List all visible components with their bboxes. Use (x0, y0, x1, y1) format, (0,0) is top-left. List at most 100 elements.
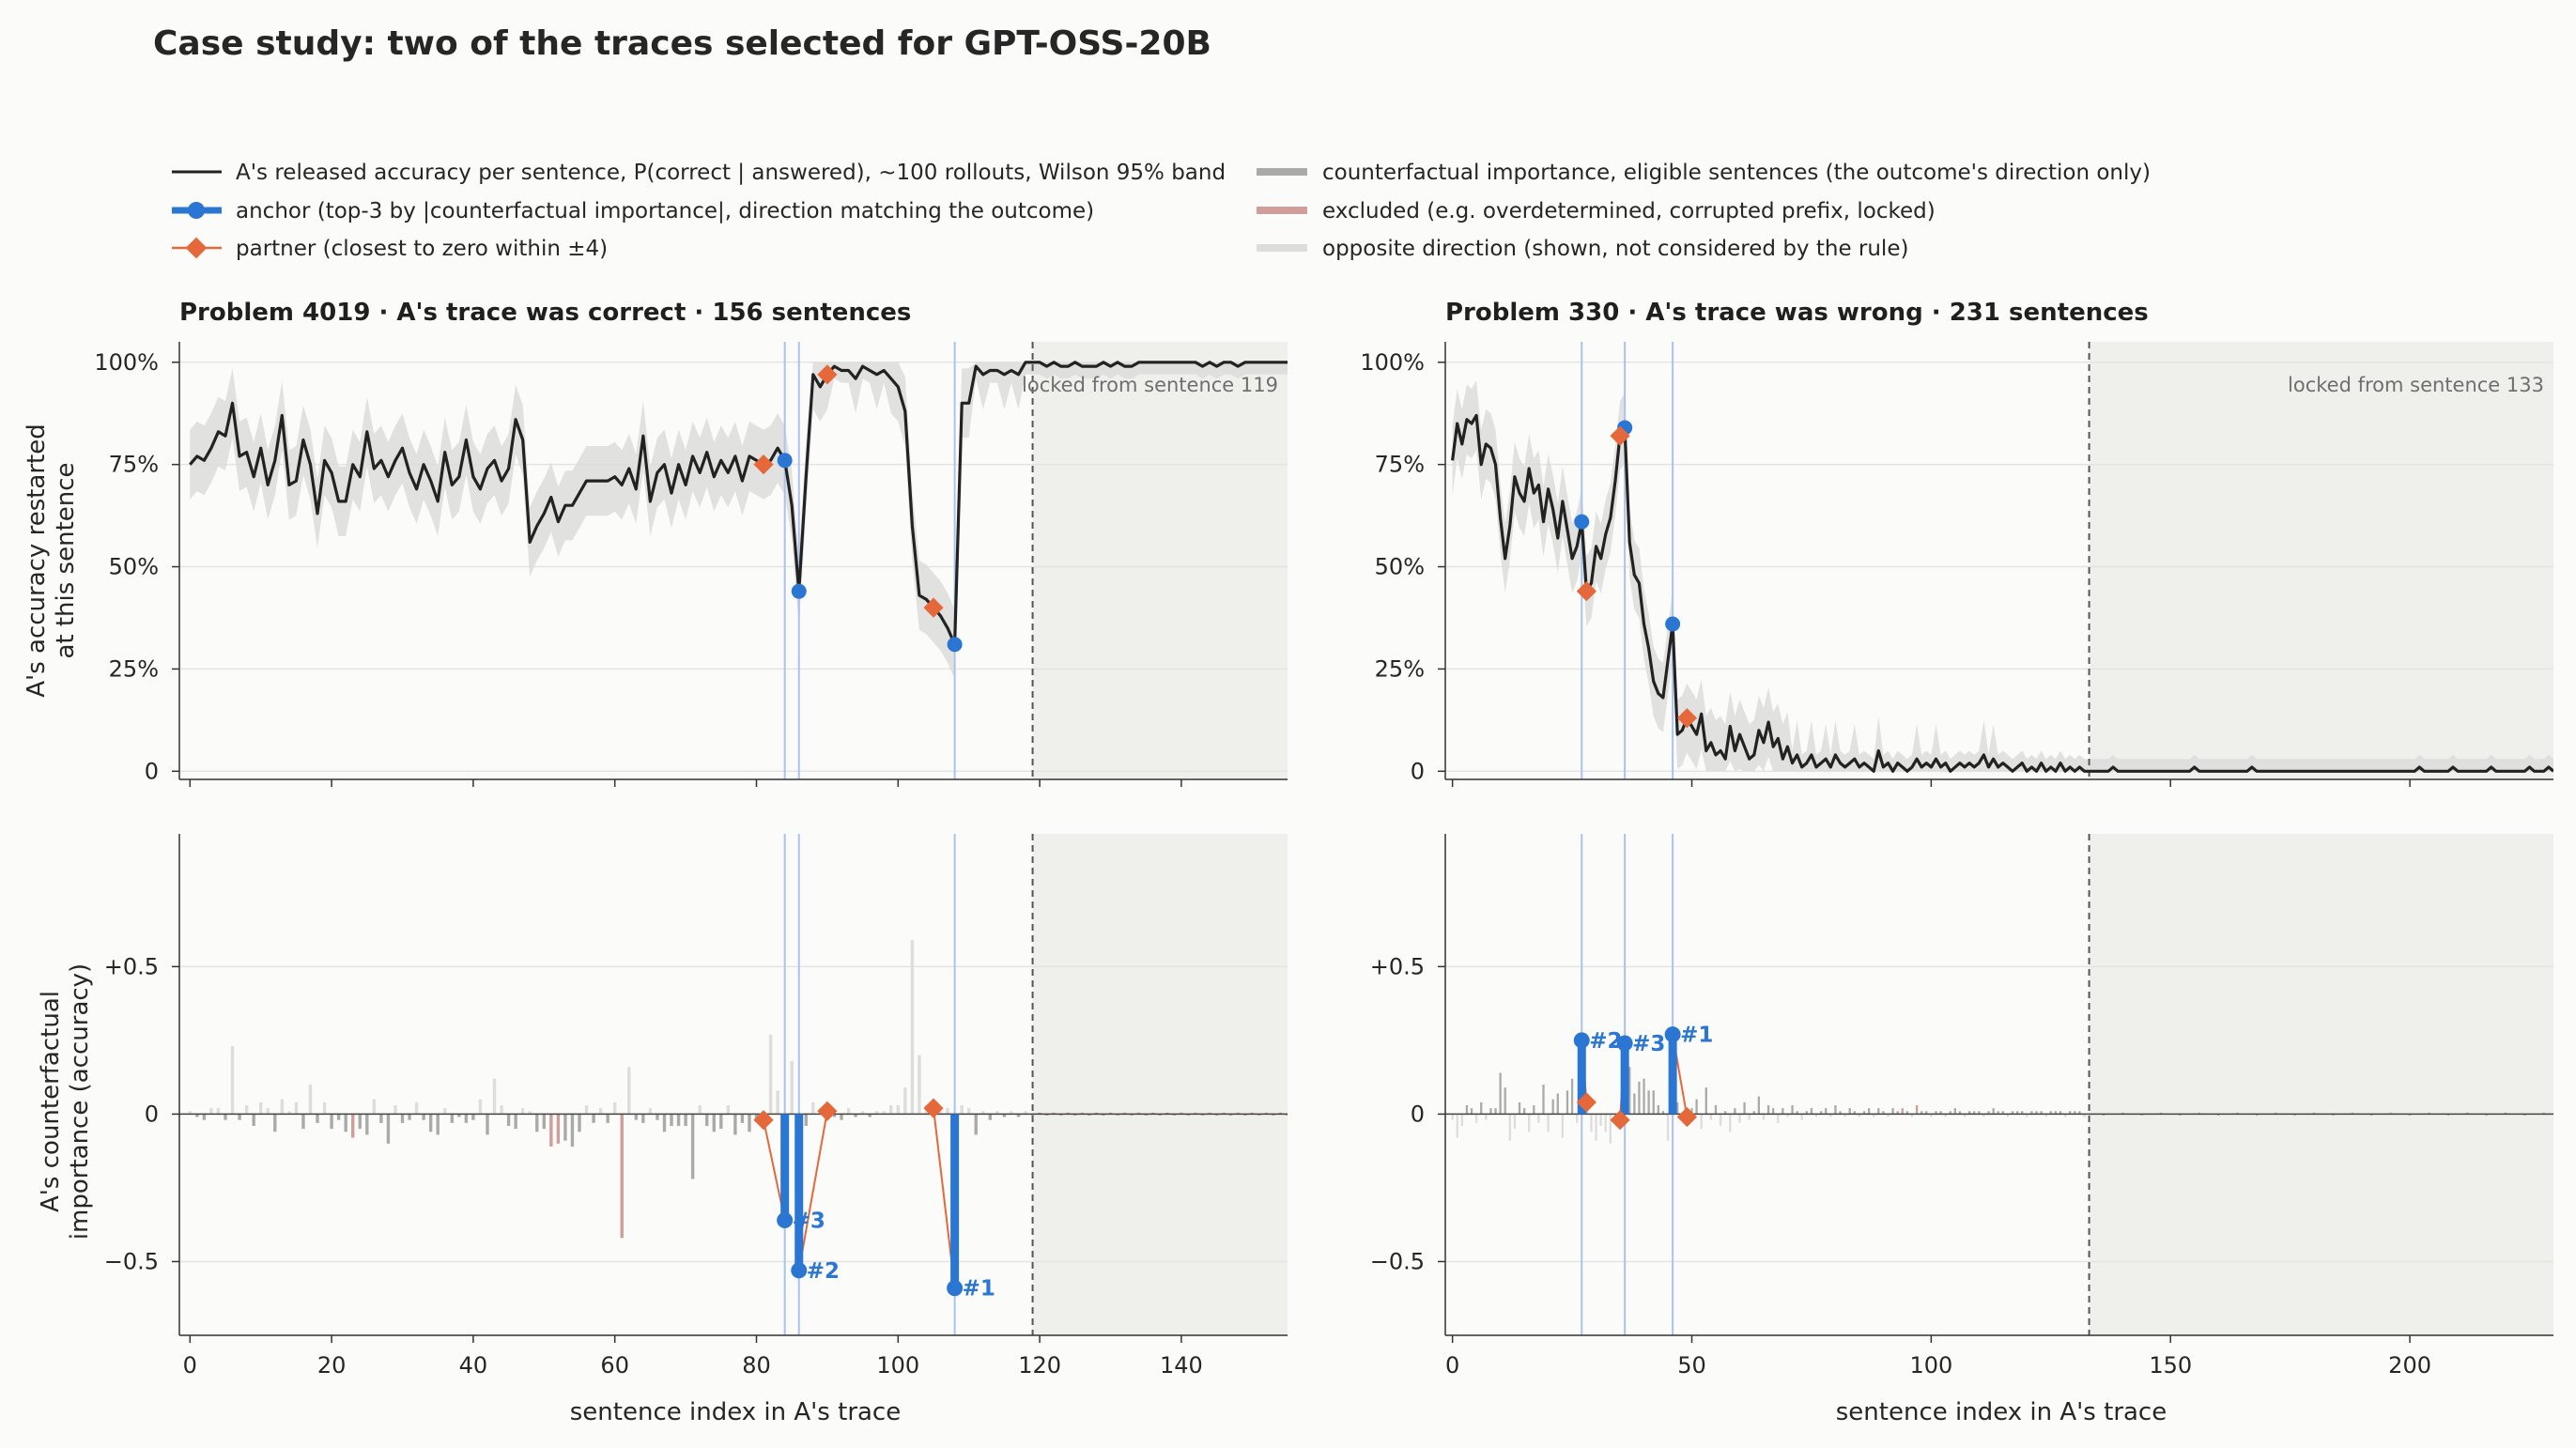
importance-bar-excluded (556, 1114, 561, 1144)
importance-bar-opposite (1010, 1111, 1013, 1115)
importance-bar-opposite (2026, 1114, 2028, 1117)
importance-bar-opposite (627, 1067, 631, 1115)
bottom-ylabel-line1: A's counterfactual (37, 991, 65, 1212)
importance-bar-opposite (1666, 1114, 1670, 1141)
importance-bar-opposite (1609, 1114, 1612, 1144)
importance-bar-eligible (1992, 1108, 1995, 1115)
x-tick-label: 100 (1909, 1352, 1952, 1379)
importance-bar-opposite (1595, 1114, 1597, 1141)
importance-bar-eligible (1494, 1108, 1497, 1115)
importance-bar-excluded (1214, 1114, 1219, 1116)
importance-bar-eligible (2049, 1111, 2052, 1115)
partner-connector (797, 1111, 828, 1271)
importance-bar-eligible (1772, 1108, 1775, 1115)
importance-bar-eligible (740, 1114, 745, 1123)
importance-bar-eligible (974, 1114, 978, 1135)
importance-bar-eligible (486, 1114, 489, 1135)
importance-bar-opposite (967, 1108, 971, 1115)
anchor-point (791, 1262, 808, 1279)
importance-bar-excluded (1200, 1114, 1205, 1116)
importance-bar-eligible (719, 1114, 723, 1130)
importance-bar-opposite (2044, 1114, 2047, 1117)
importance-bar-excluded (1172, 1114, 1177, 1116)
importance-bar-eligible (1867, 1108, 1871, 1115)
importance-bar-excluded (1122, 1112, 1127, 1115)
partner-point (817, 1101, 838, 1121)
y-tick-label: 75% (109, 452, 159, 478)
importance-bar-eligible (1724, 1111, 1727, 1115)
importance-bar-eligible (1905, 1111, 1909, 1115)
importance-bar-opposite (1762, 1114, 1766, 1120)
importance-bar-eligible (2001, 1111, 2004, 1115)
importance-bar-eligible (832, 1114, 837, 1117)
locked-region (1032, 342, 1288, 779)
anchor-point (1573, 1032, 1590, 1049)
importance-bar-eligible (224, 1114, 227, 1120)
y-tick-label: 50% (109, 554, 159, 580)
locked-region (2089, 342, 2553, 779)
importance-bar-excluded (1136, 1112, 1141, 1115)
y-tick-label: +0.5 (1370, 953, 1425, 979)
importance-bar-excluded (2159, 1112, 2163, 1115)
importance-bar-excluded (1038, 1112, 1041, 1115)
importance-bar-eligible (670, 1114, 673, 1126)
importance-bar-opposite (946, 1108, 949, 1115)
importance-bar-opposite (768, 1034, 773, 1115)
importance-bar-excluded (1108, 1112, 1113, 1115)
importance-bar-excluded (2370, 1114, 2373, 1116)
importance-bar-excluded (2542, 1112, 2545, 1115)
importance-bar-excluded (1236, 1112, 1240, 1115)
y-tick-label: 25% (1375, 655, 1425, 682)
importance-bar-eligible (1862, 1111, 1866, 1115)
importance-bar-opposite (1930, 1114, 1933, 1117)
importance-bar-excluded (1208, 1112, 1211, 1115)
importance-bar-excluded (1094, 1112, 1099, 1115)
importance-bar-opposite (790, 1060, 794, 1115)
partner-point (1576, 581, 1597, 602)
importance-bar-eligible (330, 1114, 333, 1130)
importance-bar-eligible (705, 1114, 709, 1126)
importance-bar-eligible (1978, 1111, 1981, 1115)
y-tick-label: +0.5 (104, 953, 159, 979)
importance-bar-opposite (1814, 1114, 1818, 1117)
importance-bar-opposite (1719, 1114, 1722, 1126)
importance-bar-eligible (514, 1114, 517, 1130)
importance-bar-eligible (1518, 1101, 1521, 1115)
importance-bar-opposite (443, 1108, 447, 1115)
importance-bar-opposite (1456, 1114, 1458, 1138)
importance-bar-excluded (2140, 1114, 2143, 1116)
partner-point (923, 1098, 944, 1118)
importance-bar-eligible (1752, 1111, 1755, 1115)
importance-bar-excluded (1915, 1104, 1919, 1115)
importance-bar-opposite (294, 1101, 299, 1115)
importance-bar-opposite (2063, 1114, 2067, 1117)
importance-bar-excluded (1165, 1112, 1169, 1115)
top-ylabel-line2: at this sentence (52, 462, 80, 658)
importance-bar-eligible (1551, 1099, 1554, 1115)
importance-bar-excluded (2179, 1114, 2182, 1116)
importance-bar-eligible (1556, 1093, 1559, 1115)
importance-bar-eligible (1834, 1104, 1837, 1115)
importance-bar-eligible (436, 1114, 440, 1135)
importance-bar-eligible (754, 1114, 759, 1120)
importance-bar-eligible (1704, 1087, 1707, 1115)
panel-right: locked from sentence 133 100% 75% 50% 25% 0 #1… (1360, 342, 2553, 1379)
importance-bar-opposite (1982, 1114, 1985, 1117)
legend-anchor-marker (188, 202, 205, 219)
x-tick-label: 100 (876, 1352, 919, 1379)
locked-region (2089, 834, 2553, 1335)
x-tick-label: 60 (600, 1352, 629, 1379)
importance-bar-opposite (1800, 1114, 1803, 1120)
importance-bar-excluded (1901, 1108, 1904, 1115)
importance-bar-eligible (656, 1114, 659, 1120)
accuracy-plot-left: locked from sentence 119 (179, 342, 1288, 779)
importance-bar-eligible (1925, 1111, 1928, 1115)
importance-bar-eligible (1542, 1085, 1545, 1115)
importance-bar-opposite (910, 940, 915, 1115)
partner-point (923, 597, 944, 618)
importance-bar-opposite (776, 1090, 779, 1115)
importance-bar-opposite (1561, 1114, 1565, 1138)
locked-label: locked from sentence 119 (1022, 374, 1278, 396)
panel-left: locked from sentence 119 100% 75% 50% 25% 0 #1… (94, 342, 1288, 1379)
importance-bar-opposite (1858, 1114, 1861, 1117)
